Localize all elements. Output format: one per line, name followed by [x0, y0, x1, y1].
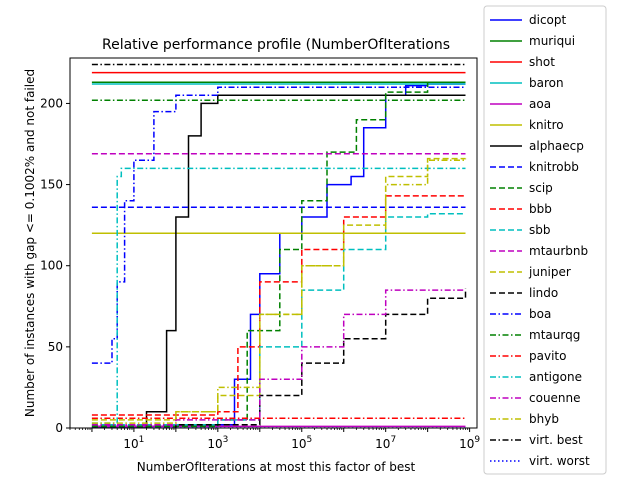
legend-label: mtaurqg: [529, 328, 580, 342]
series-line-sbb: [91, 213, 466, 426]
y-tick-label: 100: [40, 259, 63, 273]
axis-ticks: 0 50 100 150 200 101 103 105 107 109: [40, 96, 480, 451]
series-line-scip: [91, 81, 466, 428]
legend-entries: dicopt muriqui shot baron aoa knitro alphaecp k…: [490, 13, 590, 468]
legend: dicopt muriqui shot baron aoa knitro alphaecp k…: [483, 5, 607, 475]
y-tick-label: 0: [55, 421, 63, 435]
x-tick-label: 105: [291, 435, 312, 451]
series-layer: [91, 63, 467, 428]
legend-label: virt. worst: [529, 454, 590, 468]
series-line-dicopt: [91, 83, 466, 428]
series-line-alphaecp: [91, 94, 466, 428]
x-tick-label: 101: [123, 435, 144, 451]
x-tick-label: 103: [207, 435, 228, 451]
legend-label: bbb: [529, 202, 552, 216]
legend-label: couenne: [529, 391, 581, 405]
y-tick-label: 50: [48, 340, 63, 354]
x-tick-label: 109: [459, 435, 480, 451]
chart-title: Relative performance profile (NumberOfIt…: [102, 37, 450, 53]
legend-label: baron: [529, 76, 564, 90]
legend-label: lindo: [529, 286, 558, 300]
legend-box: [483, 5, 607, 475]
legend-label: scip: [529, 181, 553, 195]
legend-label: juniper: [528, 265, 571, 279]
legend-label: muriqui: [529, 34, 575, 48]
legend-label: bhyb: [529, 412, 559, 426]
legend-label: knitrobb: [529, 160, 579, 174]
series-line-boa: [91, 86, 466, 364]
legend-label: aoa: [529, 97, 551, 111]
legend-label: dicopt: [529, 13, 567, 27]
x-axis-label: NumberOfIterations at most this factor o…: [137, 460, 416, 474]
y-tick-label: 200: [40, 96, 63, 110]
legend-label: knitro: [529, 118, 564, 132]
series-line-bbb: [91, 195, 466, 416]
legend-label: mtaurbnb: [529, 244, 588, 258]
series-line-bhyb: [91, 158, 467, 424]
legend-label: virt. best: [529, 433, 583, 447]
legend-label: pavito: [529, 349, 566, 363]
y-axis-label: Number of instances with gap <= 0.1002% …: [23, 69, 37, 417]
series-line-juniper: [91, 157, 466, 421]
series-line-couenne: [91, 289, 466, 426]
x-tick-label: 107: [375, 435, 396, 451]
legend-label: shot: [529, 55, 555, 69]
legend-label: alphaecp: [529, 139, 584, 153]
legend-label: antigone: [529, 370, 582, 384]
legend-label: boa: [529, 307, 551, 321]
series-line-lindo: [91, 288, 467, 428]
legend-label: sbb: [529, 223, 551, 237]
y-tick-label: 150: [40, 178, 63, 192]
series-line-antigone: [91, 167, 466, 424]
plot-frame: [69, 57, 478, 429]
